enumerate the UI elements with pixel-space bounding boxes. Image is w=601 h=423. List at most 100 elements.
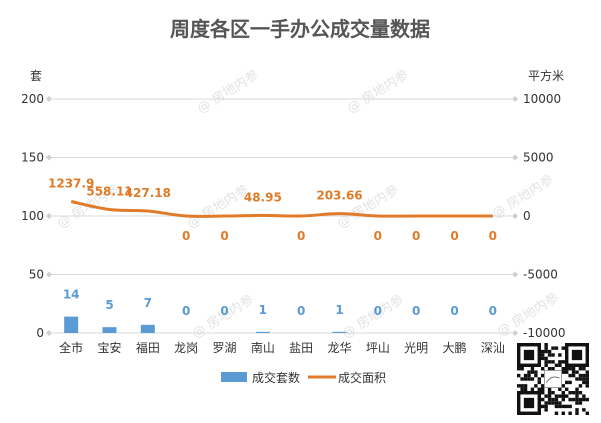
qr-module — [517, 367, 521, 371]
qr-module — [520, 377, 524, 381]
qr-finder — [523, 349, 535, 361]
category-label: 坪山 — [366, 341, 390, 355]
qr-module — [575, 391, 579, 395]
qr-module — [558, 387, 562, 391]
qr-module — [554, 411, 559, 415]
qr-logo — [544, 370, 562, 388]
qr-module — [585, 370, 589, 374]
qr-module — [544, 394, 548, 398]
qr-module — [565, 370, 569, 374]
qr-module — [585, 384, 589, 388]
line-series — [70, 200, 493, 218]
category-label: 龙华 — [327, 341, 351, 355]
qr-module — [578, 377, 583, 381]
qr-module — [547, 401, 552, 405]
category-label: 罗湖 — [212, 340, 236, 355]
line-value-label: 0 — [374, 229, 382, 243]
qr-module — [541, 397, 545, 402]
qr-module — [534, 370, 538, 374]
qr-module — [541, 353, 545, 357]
qr-module — [565, 367, 569, 371]
category-label: 龙岗 — [174, 341, 198, 355]
qr-module — [571, 370, 576, 374]
qr-module — [541, 373, 545, 378]
bar-value-label: 5 — [105, 298, 113, 312]
qr-module — [565, 387, 569, 391]
category-label: 大鹏 — [442, 341, 466, 355]
bar — [255, 331, 270, 333]
left-tick-label: 100 — [21, 209, 44, 223]
bar-value-label: 1 — [259, 303, 267, 317]
qr-module — [551, 397, 555, 402]
qr-module — [575, 377, 579, 381]
qr-code — [515, 341, 591, 417]
qr-module — [534, 384, 538, 388]
qr-module — [565, 394, 569, 398]
qr-module — [578, 367, 583, 371]
left-tick-label: 200 — [21, 92, 44, 106]
bar-value-label: 0 — [374, 304, 382, 318]
qr-module — [541, 356, 545, 361]
category-label: 福田 — [136, 340, 160, 355]
gridline-marker — [512, 96, 518, 102]
bar-value-label: 0 — [220, 304, 228, 318]
qr-module — [554, 346, 559, 350]
legend-label-line: 成交面积 — [338, 370, 386, 385]
qr-module — [537, 377, 541, 381]
qr-module — [568, 411, 572, 415]
bar — [102, 327, 117, 333]
qr-module — [547, 387, 552, 391]
right-tick-label: -10000 — [523, 326, 566, 340]
watermark: @ 房地内参 — [184, 182, 251, 232]
qr-module — [547, 360, 552, 364]
qr-module — [575, 387, 579, 391]
qr-module — [541, 349, 545, 354]
line-value-label: 0 — [489, 229, 497, 243]
qr-module — [530, 377, 535, 381]
qr-module — [534, 373, 538, 378]
qr-module — [517, 384, 521, 388]
qr-module — [578, 373, 583, 378]
qr-logo-mark — [546, 376, 560, 384]
bar — [64, 316, 79, 333]
qr-module — [544, 404, 548, 409]
qr-module — [561, 346, 565, 350]
qr-module — [520, 387, 524, 391]
qr-module — [551, 353, 555, 357]
qr-module — [547, 391, 552, 395]
qr-module — [527, 370, 531, 374]
category-label: 全市 — [59, 340, 83, 355]
gridline-marker — [46, 213, 52, 219]
qr-module — [547, 349, 552, 354]
watermark: @ 房地内参 — [344, 67, 411, 117]
qr-module — [523, 387, 528, 391]
qr-module — [578, 401, 583, 405]
qr-module — [541, 391, 545, 395]
qr-module — [575, 370, 579, 374]
line-value-label: 48.95 — [244, 190, 282, 204]
category-label: 南山 — [251, 340, 275, 355]
qr-module — [523, 373, 528, 378]
bar-value-label: 0 — [182, 304, 190, 318]
line-value-label: 0 — [220, 229, 228, 243]
qr-module — [547, 394, 552, 398]
qr-finder — [523, 397, 535, 409]
line-value-label: 558.11 — [86, 184, 132, 198]
qr-module — [551, 367, 555, 371]
qr-module — [551, 360, 555, 364]
bar-value-label: 7 — [144, 296, 152, 310]
qr-module — [561, 397, 565, 402]
qr-module — [561, 367, 565, 371]
qr-module — [520, 367, 524, 371]
legend-label-bar: 成交套数 — [252, 370, 300, 385]
qr-module — [551, 346, 555, 350]
bar-value-label: 1 — [335, 303, 343, 317]
line-value-label: 0 — [412, 229, 420, 243]
qr-module — [585, 373, 589, 378]
gridline-marker — [46, 154, 52, 161]
line-value-label: 427.18 — [125, 186, 171, 200]
qr-module — [527, 373, 531, 378]
qr-module — [571, 391, 576, 395]
qr-module — [554, 397, 559, 402]
